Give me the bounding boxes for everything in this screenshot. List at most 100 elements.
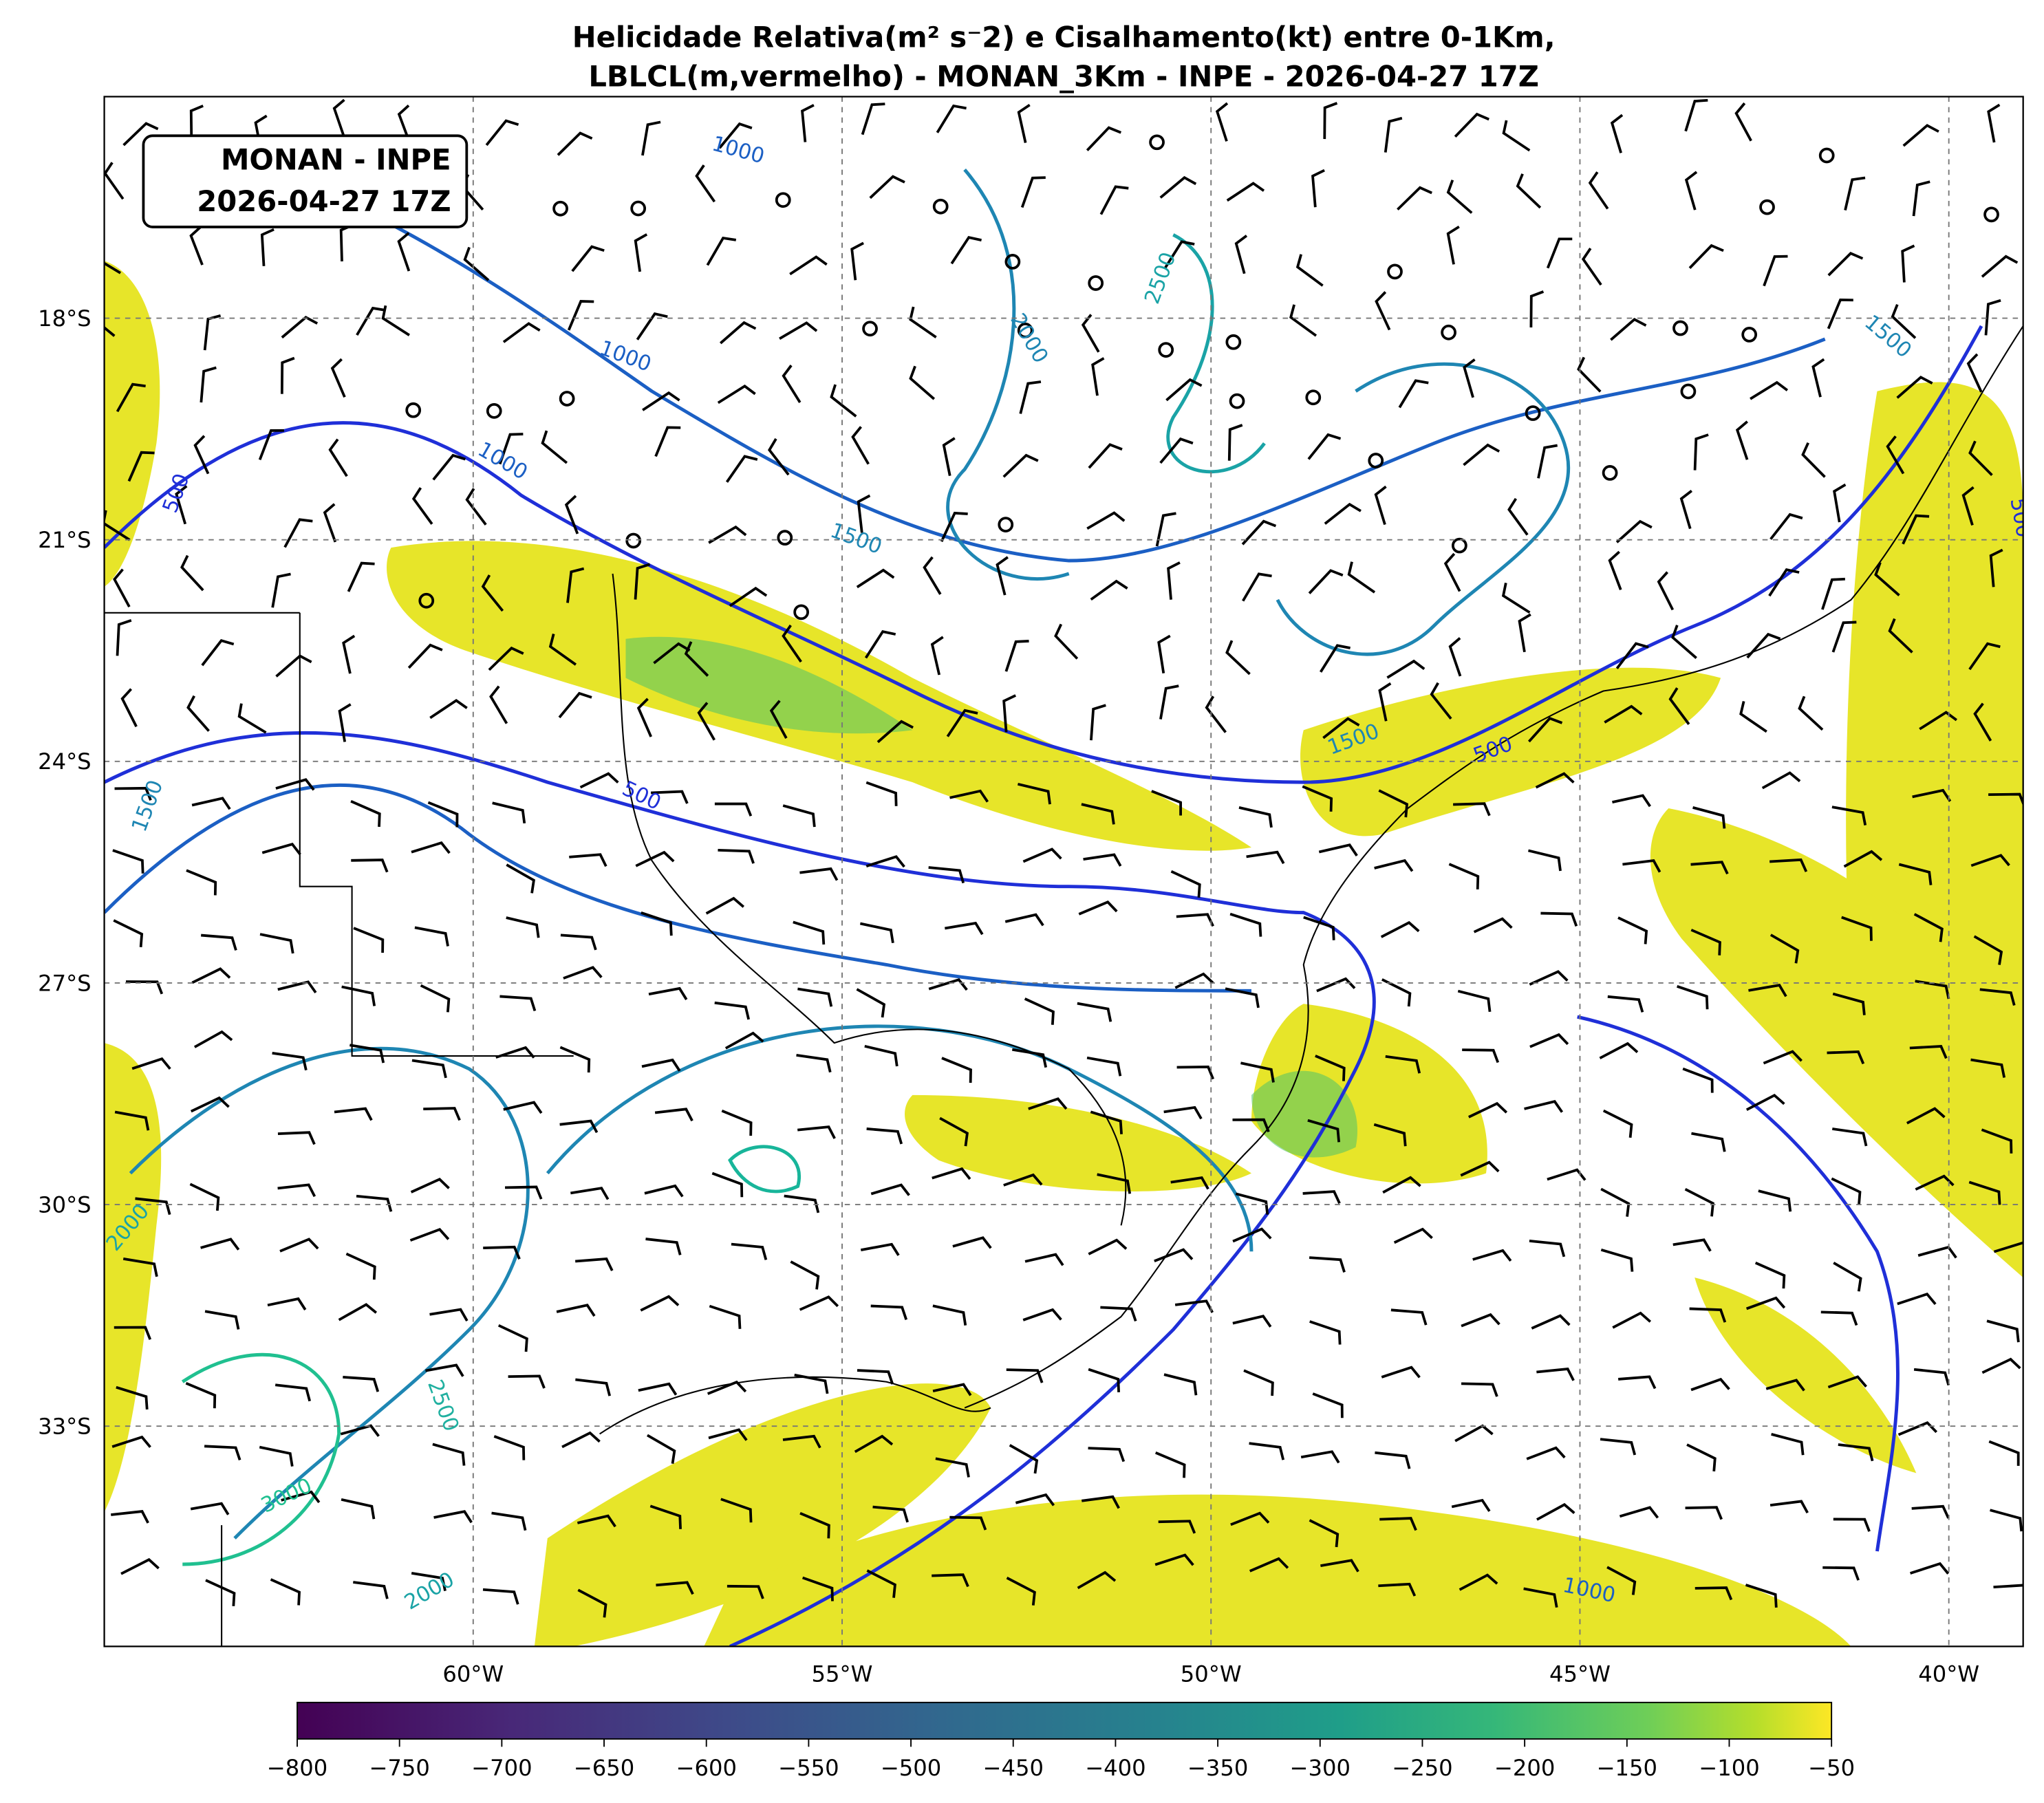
wind-barb [1897, 1421, 1938, 1436]
wind-barb [1540, 911, 1578, 927]
wind-barb [1463, 443, 1500, 466]
wind-barb [1088, 443, 1123, 469]
wind-barb [1831, 1177, 1862, 1205]
wind-barb [1827, 251, 1864, 277]
wind-barb [1501, 583, 1531, 614]
wind-barbs [104, 98, 2023, 1618]
wind-barb [1307, 433, 1342, 460]
wind-barb [952, 1236, 992, 1249]
wind-barb [1886, 435, 1905, 475]
wind-barb [1397, 186, 1432, 210]
wind-barb [1472, 1249, 1512, 1262]
wind-barb [799, 1295, 839, 1311]
calm-wind [793, 604, 810, 620]
wind-barb [1973, 935, 2003, 965]
wind-barb [1159, 437, 1194, 464]
wind-barb [1081, 803, 1115, 825]
wind-barb [1086, 1056, 1122, 1077]
wind-barb [1692, 806, 1726, 829]
wind-barb [940, 511, 968, 542]
lat-label: 30°S [38, 1191, 92, 1218]
wind-barb [1537, 444, 1558, 479]
contour-label: 3000 [257, 1473, 316, 1518]
wind-barb [189, 1183, 220, 1211]
wind-barb [1801, 442, 1826, 478]
wind-barb [575, 1378, 612, 1396]
wind-barb [411, 841, 451, 854]
wind-barb [949, 789, 989, 803]
wind-barb [941, 1057, 972, 1083]
wind-barb [351, 859, 389, 873]
wind-barb [939, 1116, 969, 1147]
wind-barb [697, 702, 716, 741]
wind-barb [338, 1303, 378, 1321]
wind-barb [708, 1428, 748, 1441]
wind-barb [653, 642, 691, 665]
wind-barb [1577, 356, 1602, 393]
wind-barb [1765, 1379, 1805, 1392]
wind-barb [411, 487, 433, 525]
wind-barb [332, 98, 346, 139]
wind-barb [427, 801, 459, 828]
wind-barb [122, 122, 159, 147]
wind-barb [1827, 1050, 1865, 1065]
wind-barb [1295, 254, 1324, 287]
wind-barb [114, 1110, 150, 1131]
wind-barb [1902, 124, 1939, 147]
wind-barb [1090, 704, 1106, 741]
wind-barb [1913, 1368, 1950, 1386]
wind-barb [203, 314, 222, 351]
info-box-text: MONAN - INPE [221, 143, 451, 177]
wind-barb [1379, 1517, 1417, 1531]
wind-barb [1006, 1368, 1044, 1383]
wind-barb [865, 781, 898, 806]
wind-barb [259, 1445, 294, 1467]
wind-barb [1323, 102, 1338, 140]
wind-barb [708, 525, 747, 544]
wind-barb [1097, 1173, 1132, 1194]
wind-barb [113, 919, 144, 947]
wind-barb [861, 102, 885, 136]
wind-barb [275, 778, 315, 791]
wind-barb [1671, 625, 1697, 659]
wind-barb [279, 1238, 319, 1253]
wind-barb [1602, 1109, 1633, 1138]
wind-barb [283, 518, 313, 548]
wind-barb [201, 933, 237, 951]
wind-barb [869, 175, 905, 199]
wind-barb [1459, 1573, 1498, 1591]
wind-barb [1679, 489, 1693, 530]
wind-barb [1225, 987, 1260, 1008]
wind-barb [1657, 571, 1675, 611]
wind-barb [782, 624, 802, 663]
wind-barb [280, 356, 295, 394]
wind-barb [1154, 1248, 1194, 1263]
wind-barb [1874, 562, 1900, 596]
wind-barb [341, 1498, 376, 1520]
wind-barb [1507, 497, 1529, 536]
colorbar-tick-label: −600 [676, 1755, 736, 1781]
wind-barb [488, 646, 524, 671]
wind-barb [1745, 1296, 1786, 1310]
wind-barb [711, 1172, 744, 1198]
wind-barb [338, 703, 352, 742]
wind-barb [1009, 1444, 1039, 1474]
wind-barb [1312, 1392, 1344, 1418]
wind-barb [1693, 433, 1709, 471]
calm-wind [486, 403, 502, 419]
wind-barb [714, 1001, 751, 1020]
wind-barb [465, 488, 487, 526]
wind-barb [724, 1031, 764, 1050]
calm-wind [1441, 324, 1456, 341]
wind-barb [353, 927, 385, 953]
coastline [104, 325, 2023, 1647]
wind-barb [714, 802, 753, 817]
wind-barb [1088, 1368, 1120, 1392]
calm-wind [1158, 342, 1174, 358]
lon-label: 60°W [442, 1661, 504, 1687]
wind-barb [111, 1510, 149, 1524]
wind-barb [654, 1108, 693, 1122]
wind-barb [571, 245, 605, 272]
wind-barb [1981, 1128, 2013, 1154]
wind-barb [423, 1107, 461, 1121]
